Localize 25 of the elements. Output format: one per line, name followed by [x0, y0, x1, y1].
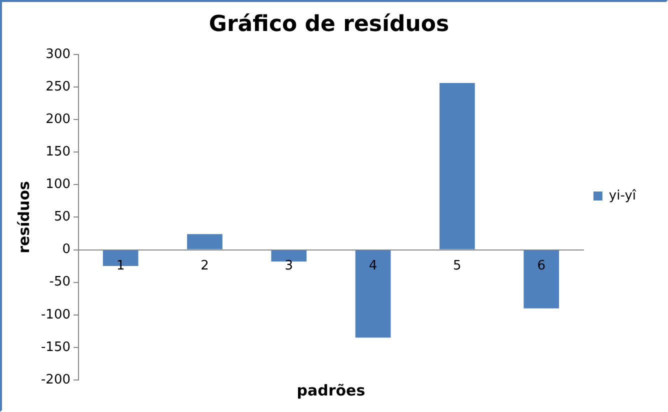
y-axis-title: resíduos	[14, 180, 33, 254]
y-tick-label: -100	[40, 307, 71, 322]
y-tick-label: 250	[46, 79, 71, 94]
bar	[187, 234, 222, 250]
y-tick-label: 0	[62, 242, 71, 258]
y-tick-label: 300	[46, 46, 71, 62]
chart-title: Gráfico de resíduos	[208, 12, 450, 37]
y-tick-label: 150	[46, 144, 71, 160]
legend-label: yi-yî	[608, 188, 636, 204]
x-tick-label: 3	[284, 258, 294, 274]
x-tick-label: 2	[200, 258, 209, 274]
bar	[355, 250, 391, 338]
bar	[440, 83, 475, 250]
y-tick-label: -200	[40, 372, 71, 388]
x-tick-label: 5	[453, 258, 462, 274]
x-axis-title: padrões	[296, 381, 366, 400]
y-tick-label: -50	[49, 274, 71, 290]
y-tick-label: -150	[40, 340, 71, 355]
y-tick-label: 50	[54, 210, 71, 225]
x-tick-label: 4	[368, 258, 378, 274]
y-tick-label: 100	[46, 177, 71, 192]
x-tick-label: 6	[537, 258, 546, 274]
bar	[524, 250, 560, 308]
bar	[271, 250, 307, 262]
y-tick-label: 200	[46, 112, 71, 127]
